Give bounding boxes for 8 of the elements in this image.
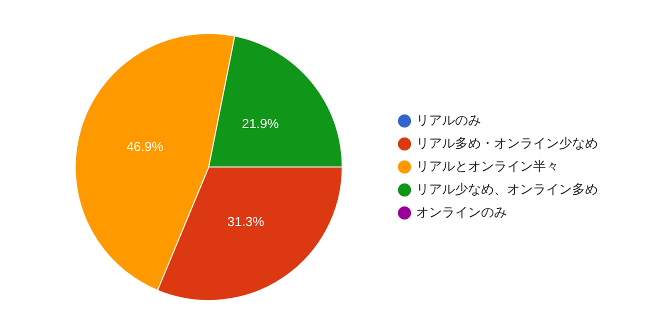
legend-label: リアル多め・オンライン少なめ [416,136,598,151]
legend-label: リアル少なめ、オンライン多め [416,182,598,197]
legend-label: リアルのみ [416,112,481,128]
data-label: 21.9% [242,116,280,132]
legend-label: オンラインのみ [416,204,507,220]
data-label: 46.9% [126,139,164,154]
legend-label: リアルとオンライン半々 [416,158,559,174]
data-label: 31.3% [227,214,265,230]
